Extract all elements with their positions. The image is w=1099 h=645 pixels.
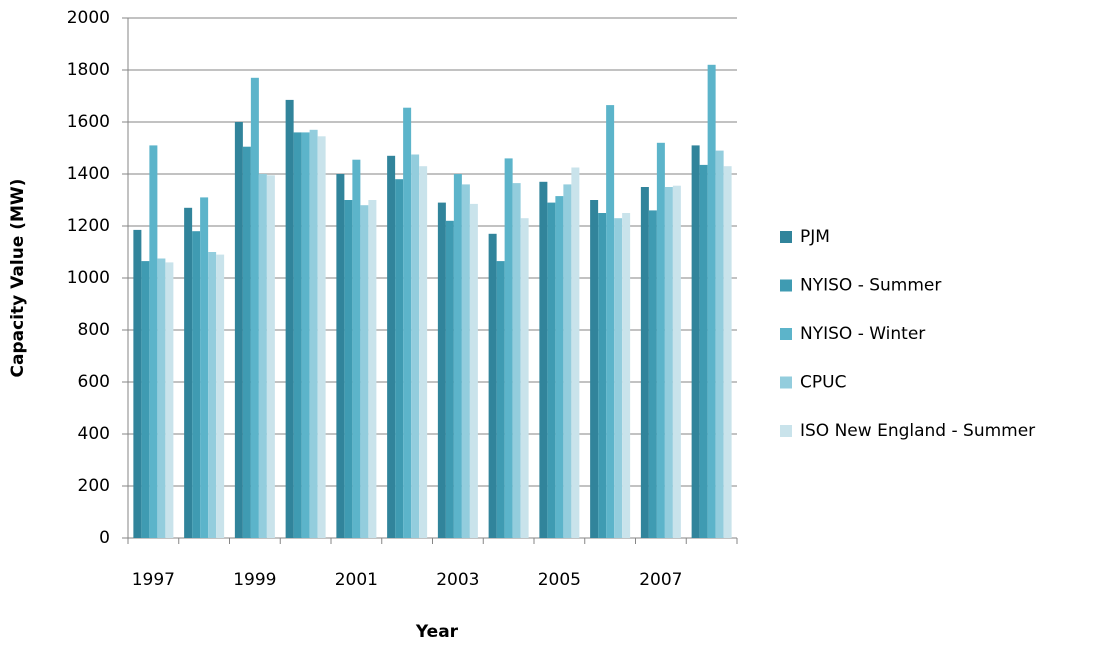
legend-swatch [780,425,792,437]
bar [555,196,564,538]
bar [461,184,470,538]
bar [200,197,209,538]
bar [504,158,513,538]
legend-swatch [780,328,792,340]
bar [488,233,497,539]
bar [336,174,345,538]
bar [285,99,294,539]
bar [539,181,548,539]
bar [547,202,556,538]
bar [352,159,361,538]
legend-swatch [780,279,792,292]
bar [445,220,454,539]
legend-label: CPUC [800,373,846,393]
y-tick-label: 200 [78,476,110,496]
x-axis-title: Year [415,622,459,642]
bar [664,187,673,538]
bar [453,174,462,538]
legend-label: ISO New England - Summer [800,421,1035,441]
bar [403,107,412,538]
bar [157,258,166,538]
y-tick-label: 1800 [67,60,110,80]
legend-swatch [780,376,792,389]
y-tick-label: 1000 [67,268,110,288]
bar [216,254,225,538]
bar [192,231,201,538]
bar [133,229,142,538]
bar [512,183,521,538]
bar [395,179,404,538]
bar [258,174,267,538]
bar [648,210,657,538]
bar [691,145,700,538]
bar [250,77,259,539]
bar [242,146,251,538]
bar [715,150,724,538]
bar [184,207,193,539]
bar [590,200,599,538]
x-tick-label: 2005 [538,570,581,590]
bar [411,154,420,538]
bar [309,129,318,539]
legend-label: PJM [800,227,830,247]
bar [622,213,631,538]
bar [360,205,369,538]
y-tick-label: 600 [78,372,110,392]
bar [563,184,572,538]
bar [437,202,446,538]
bar [293,132,302,538]
bar [165,262,174,538]
x-tick-label: 1997 [132,570,175,590]
bar [640,187,649,538]
bar [672,185,681,538]
bar [606,105,615,538]
bar [656,142,665,539]
bar [317,136,326,539]
bar [234,122,243,538]
bar [496,261,505,538]
legend-label: NYISO - Winter [800,324,925,344]
x-tick-label: 2003 [436,570,479,590]
y-tick-label: 400 [78,424,110,444]
x-tick-label: 2001 [335,570,378,590]
y-tick-label: 1200 [67,216,110,236]
bar [707,64,716,539]
y-tick-label: 1400 [67,164,110,184]
bar [723,166,732,538]
bar [344,200,353,538]
bar [571,167,580,538]
x-tick-label: 1999 [233,570,276,590]
y-tick-label: 2000 [67,8,110,28]
bar [469,203,478,538]
y-tick-label: 0 [99,528,110,548]
y-tick-label: 1600 [67,112,110,132]
x-tick-label: 2007 [639,570,682,590]
bar [208,252,217,538]
y-axis-title: Capacity Value (MW) [8,179,28,378]
bar [699,164,708,538]
y-tick-label: 800 [78,320,110,340]
legend-swatch [780,231,792,243]
bar [301,132,310,538]
bar [598,213,607,538]
bar [387,155,396,539]
bar [419,166,428,538]
bar [141,261,150,538]
bar [266,175,275,539]
legend-label: NYISO - Summer [800,276,941,296]
bar [149,145,158,538]
bar [520,218,529,538]
bar [368,200,377,538]
bar [614,218,623,538]
